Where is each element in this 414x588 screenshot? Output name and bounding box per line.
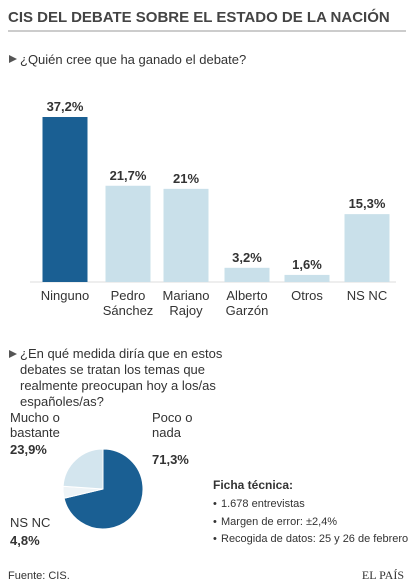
source: Fuente: CIS. [8, 570, 70, 582]
page-title: CIS DEL DEBATE SOBRE EL ESTADO DE LA NAC… [8, 9, 390, 26]
category-label: Ninguno [40, 288, 90, 303]
bullet-icon [9, 350, 17, 358]
category-label: Pedro Sánchez [102, 288, 154, 318]
slice-label: Poco o nada [152, 410, 193, 440]
brand: EL PAÍS [361, 568, 404, 582]
category-label: Mariano Rajoy [162, 288, 210, 318]
value-label: 21,7% [109, 167, 147, 183]
slice-value: 23,9% [10, 442, 47, 457]
value-label: 21% [172, 170, 200, 186]
bar [42, 117, 88, 282]
category-label: NS NC [346, 288, 388, 303]
ficha-bullet: • [213, 533, 217, 545]
slice-label: Mucho o bastante [10, 410, 60, 440]
bar [224, 267, 270, 282]
bar [163, 188, 209, 282]
pie-slice [63, 448, 144, 530]
bullet-icon [9, 55, 17, 63]
ficha-bullet: • [213, 498, 217, 510]
bar [105, 185, 151, 282]
pie-question: ¿En qué medida diría que en estos debate… [20, 346, 223, 409]
ficha-item: 1.678 entrevistas [221, 498, 305, 510]
bar [344, 214, 390, 282]
slice-value: 4,8% [10, 533, 40, 548]
category-label: Alberto Garzón [225, 288, 269, 318]
value-label: 37,2% [46, 99, 84, 114]
category-label: Otros [291, 288, 323, 303]
ficha-item: Margen de error: ±2,4% [221, 515, 338, 528]
ficha-item: Recogida de datos: 25 y 26 de febrero [221, 533, 409, 545]
bar [284, 274, 330, 282]
value-label: 3,2% [232, 249, 262, 265]
ficha-bullet: • [213, 515, 217, 528]
slice-label: NS NC [10, 515, 51, 530]
slice-value: 71,3% [152, 452, 189, 467]
value-label: 15,3% [348, 196, 386, 212]
pie-slice [62, 448, 104, 490]
bar-question: ¿Quién cree que ha ganado el debate? [20, 52, 247, 67]
ficha-title: Ficha técnica: [213, 478, 294, 492]
value-label: 1,6% [292, 256, 322, 272]
